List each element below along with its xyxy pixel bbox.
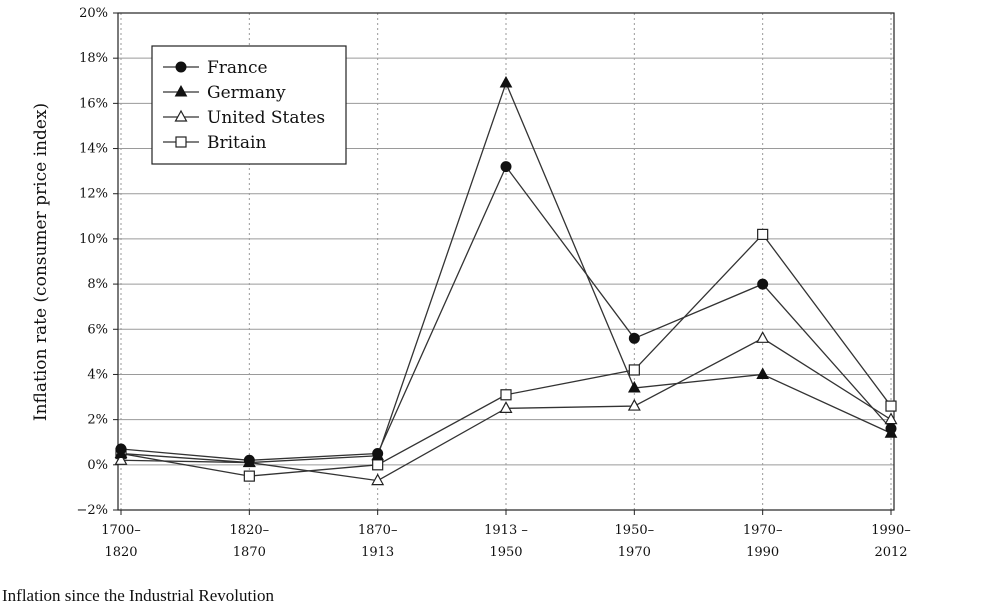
- y-tick-label: 10%: [79, 232, 108, 247]
- y-axis-ticks: −2% 0% 2% 4% 6% 8% 10% 12% 14% 16% 18% 20%: [76, 6, 118, 518]
- x-tick-label: 1970: [618, 545, 651, 560]
- y-tick-label: −2%: [76, 503, 108, 518]
- data-point-britain: [885, 400, 897, 412]
- legend-label-britain: Britain: [207, 133, 266, 153]
- data-point-france: [372, 448, 384, 460]
- data-point-britain: [628, 364, 640, 376]
- grid: [118, 13, 894, 510]
- data-point-united-states: [756, 331, 770, 343]
- legend-label-germany: Germany: [207, 83, 286, 103]
- x-tick-label: 1700–: [101, 523, 141, 538]
- y-tick-label: 8%: [87, 277, 108, 292]
- x-tick-label: 1870: [233, 545, 266, 560]
- data-point-france: [243, 454, 255, 466]
- y-tick-label: 14%: [79, 142, 108, 157]
- legend-marker-germany: [174, 84, 188, 97]
- legend-label-france: France: [207, 58, 268, 78]
- x-tick-label: 1820–: [230, 523, 270, 538]
- data-point-britain: [500, 389, 512, 401]
- legend-marker-britain: [175, 136, 187, 148]
- data-point-united-states: [627, 398, 641, 411]
- data-point-united-states: [884, 412, 898, 425]
- x-tick-label: 1950: [489, 545, 522, 560]
- series: [114, 75, 898, 486]
- data-point-france: [757, 278, 769, 290]
- x-tick-label: 1820: [104, 545, 137, 560]
- y-tick-label: 18%: [79, 51, 108, 66]
- data-point-germany: [627, 380, 641, 393]
- x-tick-label: 1990: [746, 545, 779, 560]
- x-tick-label: 1870–: [358, 523, 398, 538]
- figure-caption: Inflation since the Industrial Revolutio…: [2, 586, 274, 605]
- data-point-united-states: [499, 401, 513, 413]
- x-tick-label: 1950–: [615, 523, 655, 538]
- y-axis-label: Inflation rate (consumer price index): [31, 103, 51, 421]
- data-point-britain: [372, 459, 384, 471]
- legend: France Germany United States Britain: [151, 45, 347, 165]
- x-tick-label: 2012: [874, 545, 907, 560]
- data-point-britain: [243, 470, 255, 482]
- y-tick-label: 2%: [87, 413, 108, 428]
- data-point-france: [500, 161, 512, 173]
- data-point-united-states: [371, 473, 385, 486]
- y-tick-label: 16%: [79, 96, 108, 111]
- y-tick-label: 6%: [87, 322, 108, 337]
- data-point-germany: [756, 367, 770, 379]
- x-axis-ticks: 1700– 1820 1820– 1870 1870– 1913 1913 – 1950 195…: [101, 510, 911, 560]
- data-point-france: [115, 443, 127, 455]
- y-tick-label: 20%: [79, 6, 108, 21]
- legend-marker-france: [175, 61, 187, 73]
- data-point-france: [628, 332, 640, 344]
- legend-marker-united-states: [174, 109, 188, 122]
- x-tick-label: 1913: [361, 545, 394, 560]
- x-tick-label: 1970–: [743, 523, 783, 538]
- y-tick-label: 0%: [87, 458, 108, 473]
- data-point-united-states: [114, 453, 128, 465]
- data-point-britain: [757, 228, 769, 240]
- data-point-germany: [499, 75, 513, 88]
- x-tick-label: 1913 –: [484, 523, 528, 538]
- legend-label-united-states: United States: [207, 108, 325, 128]
- inflation-chart: −2% 0% 2% 4% 6% 8% 10% 12% 14% 16% 18% 20% 1700– 182…: [31, 6, 911, 560]
- x-tick-label: 1990–: [871, 523, 911, 538]
- y-tick-label: 4%: [87, 367, 108, 382]
- data-point-france: [885, 423, 897, 435]
- y-tick-label: 12%: [79, 187, 108, 202]
